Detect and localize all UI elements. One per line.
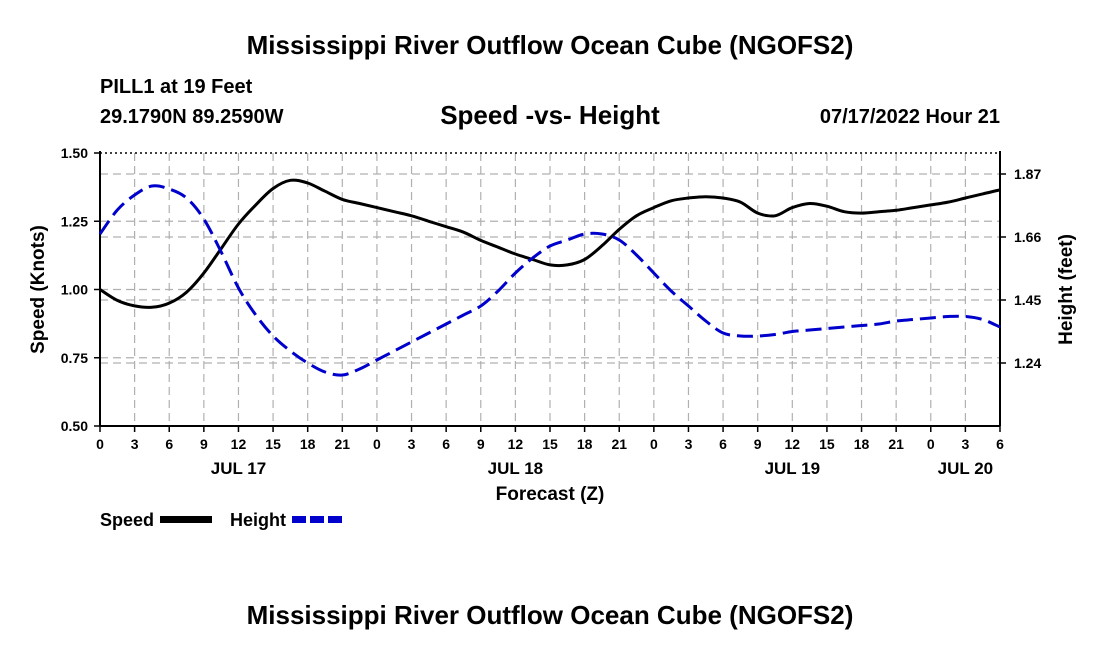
x-axis-title: Forecast (Z) <box>496 484 605 505</box>
x-tick-label: 9 <box>200 436 208 452</box>
x-date-label: JUL 19 <box>765 459 820 478</box>
y-tick-label: 1.25 <box>61 213 88 229</box>
x-tick-label: 18 <box>300 436 316 452</box>
x-tick-label: 6 <box>996 436 1004 452</box>
x-tick-label: 12 <box>785 436 801 452</box>
x-tick-label: 6 <box>719 436 727 452</box>
x-tick-label: 21 <box>611 436 627 452</box>
y2-tick-label: 1.45 <box>1014 292 1041 308</box>
speed-series-line <box>99 178 1001 309</box>
y2-tick-label: 1.24 <box>1014 355 1041 371</box>
x-tick-label: 3 <box>685 436 693 452</box>
y2-tick-label: 1.87 <box>1014 166 1041 182</box>
legend-speed-swatch <box>160 516 212 523</box>
y-tick-label: 1.00 <box>61 282 88 298</box>
x-date-label: JUL 17 <box>211 459 266 478</box>
legend-height-swatch <box>292 516 344 523</box>
x-tick-label: 15 <box>542 436 558 452</box>
y-tick-label: 0.50 <box>61 418 88 434</box>
y-tick-label: 0.75 <box>61 350 88 366</box>
x-tick-label: 6 <box>165 436 173 452</box>
x-tick-label: 18 <box>577 436 593 452</box>
x-tick-label: 9 <box>477 436 485 452</box>
x-tick-label: 0 <box>373 436 381 452</box>
x-date-label: JUL 18 <box>488 459 543 478</box>
x-tick-label: 21 <box>888 436 904 452</box>
x-tick-label: 9 <box>754 436 762 452</box>
forecast-datetime: 07/17/2022 Hour 21 <box>819 106 1000 128</box>
y2-tick-label: 1.66 <box>1014 229 1041 245</box>
x-tick-label: 15 <box>819 436 835 452</box>
y-axis-title: Speed (Knots) <box>28 225 49 354</box>
x-tick-label: 15 <box>265 436 281 452</box>
x-tick-label: 12 <box>231 436 247 452</box>
legend-height-label: Height <box>230 510 286 530</box>
legend-speed-label: Speed <box>100 510 155 530</box>
height-series-line <box>98 184 1001 377</box>
x-tick-label: 3 <box>961 436 969 452</box>
y2-axis-title: Height (feet) <box>1056 234 1077 345</box>
x-tick-label: 12 <box>508 436 524 452</box>
x-tick-label: 3 <box>131 436 139 452</box>
chart-subtitle: Speed -vs- Height <box>440 100 660 130</box>
x-tick-label: 6 <box>442 436 450 452</box>
chart-title: Mississippi River Outflow Ocean Cube (NG… <box>246 30 854 60</box>
footer-title: Mississippi River Outflow Ocean Cube (NG… <box>246 600 854 630</box>
station-name: PILL1 at 19 Feet <box>100 76 253 98</box>
x-tick-label: 0 <box>650 436 658 452</box>
y-tick-label: 1.50 <box>61 145 88 161</box>
x-tick-label: 0 <box>927 436 935 452</box>
station-coords: 29.1790N 89.2590W <box>100 106 284 128</box>
x-tick-label: 21 <box>335 436 351 452</box>
x-tick-label: 18 <box>854 436 870 452</box>
x-tick-label: 0 <box>96 436 104 452</box>
x-date-label: JUL 20 <box>938 459 993 478</box>
x-tick-label: 3 <box>408 436 416 452</box>
